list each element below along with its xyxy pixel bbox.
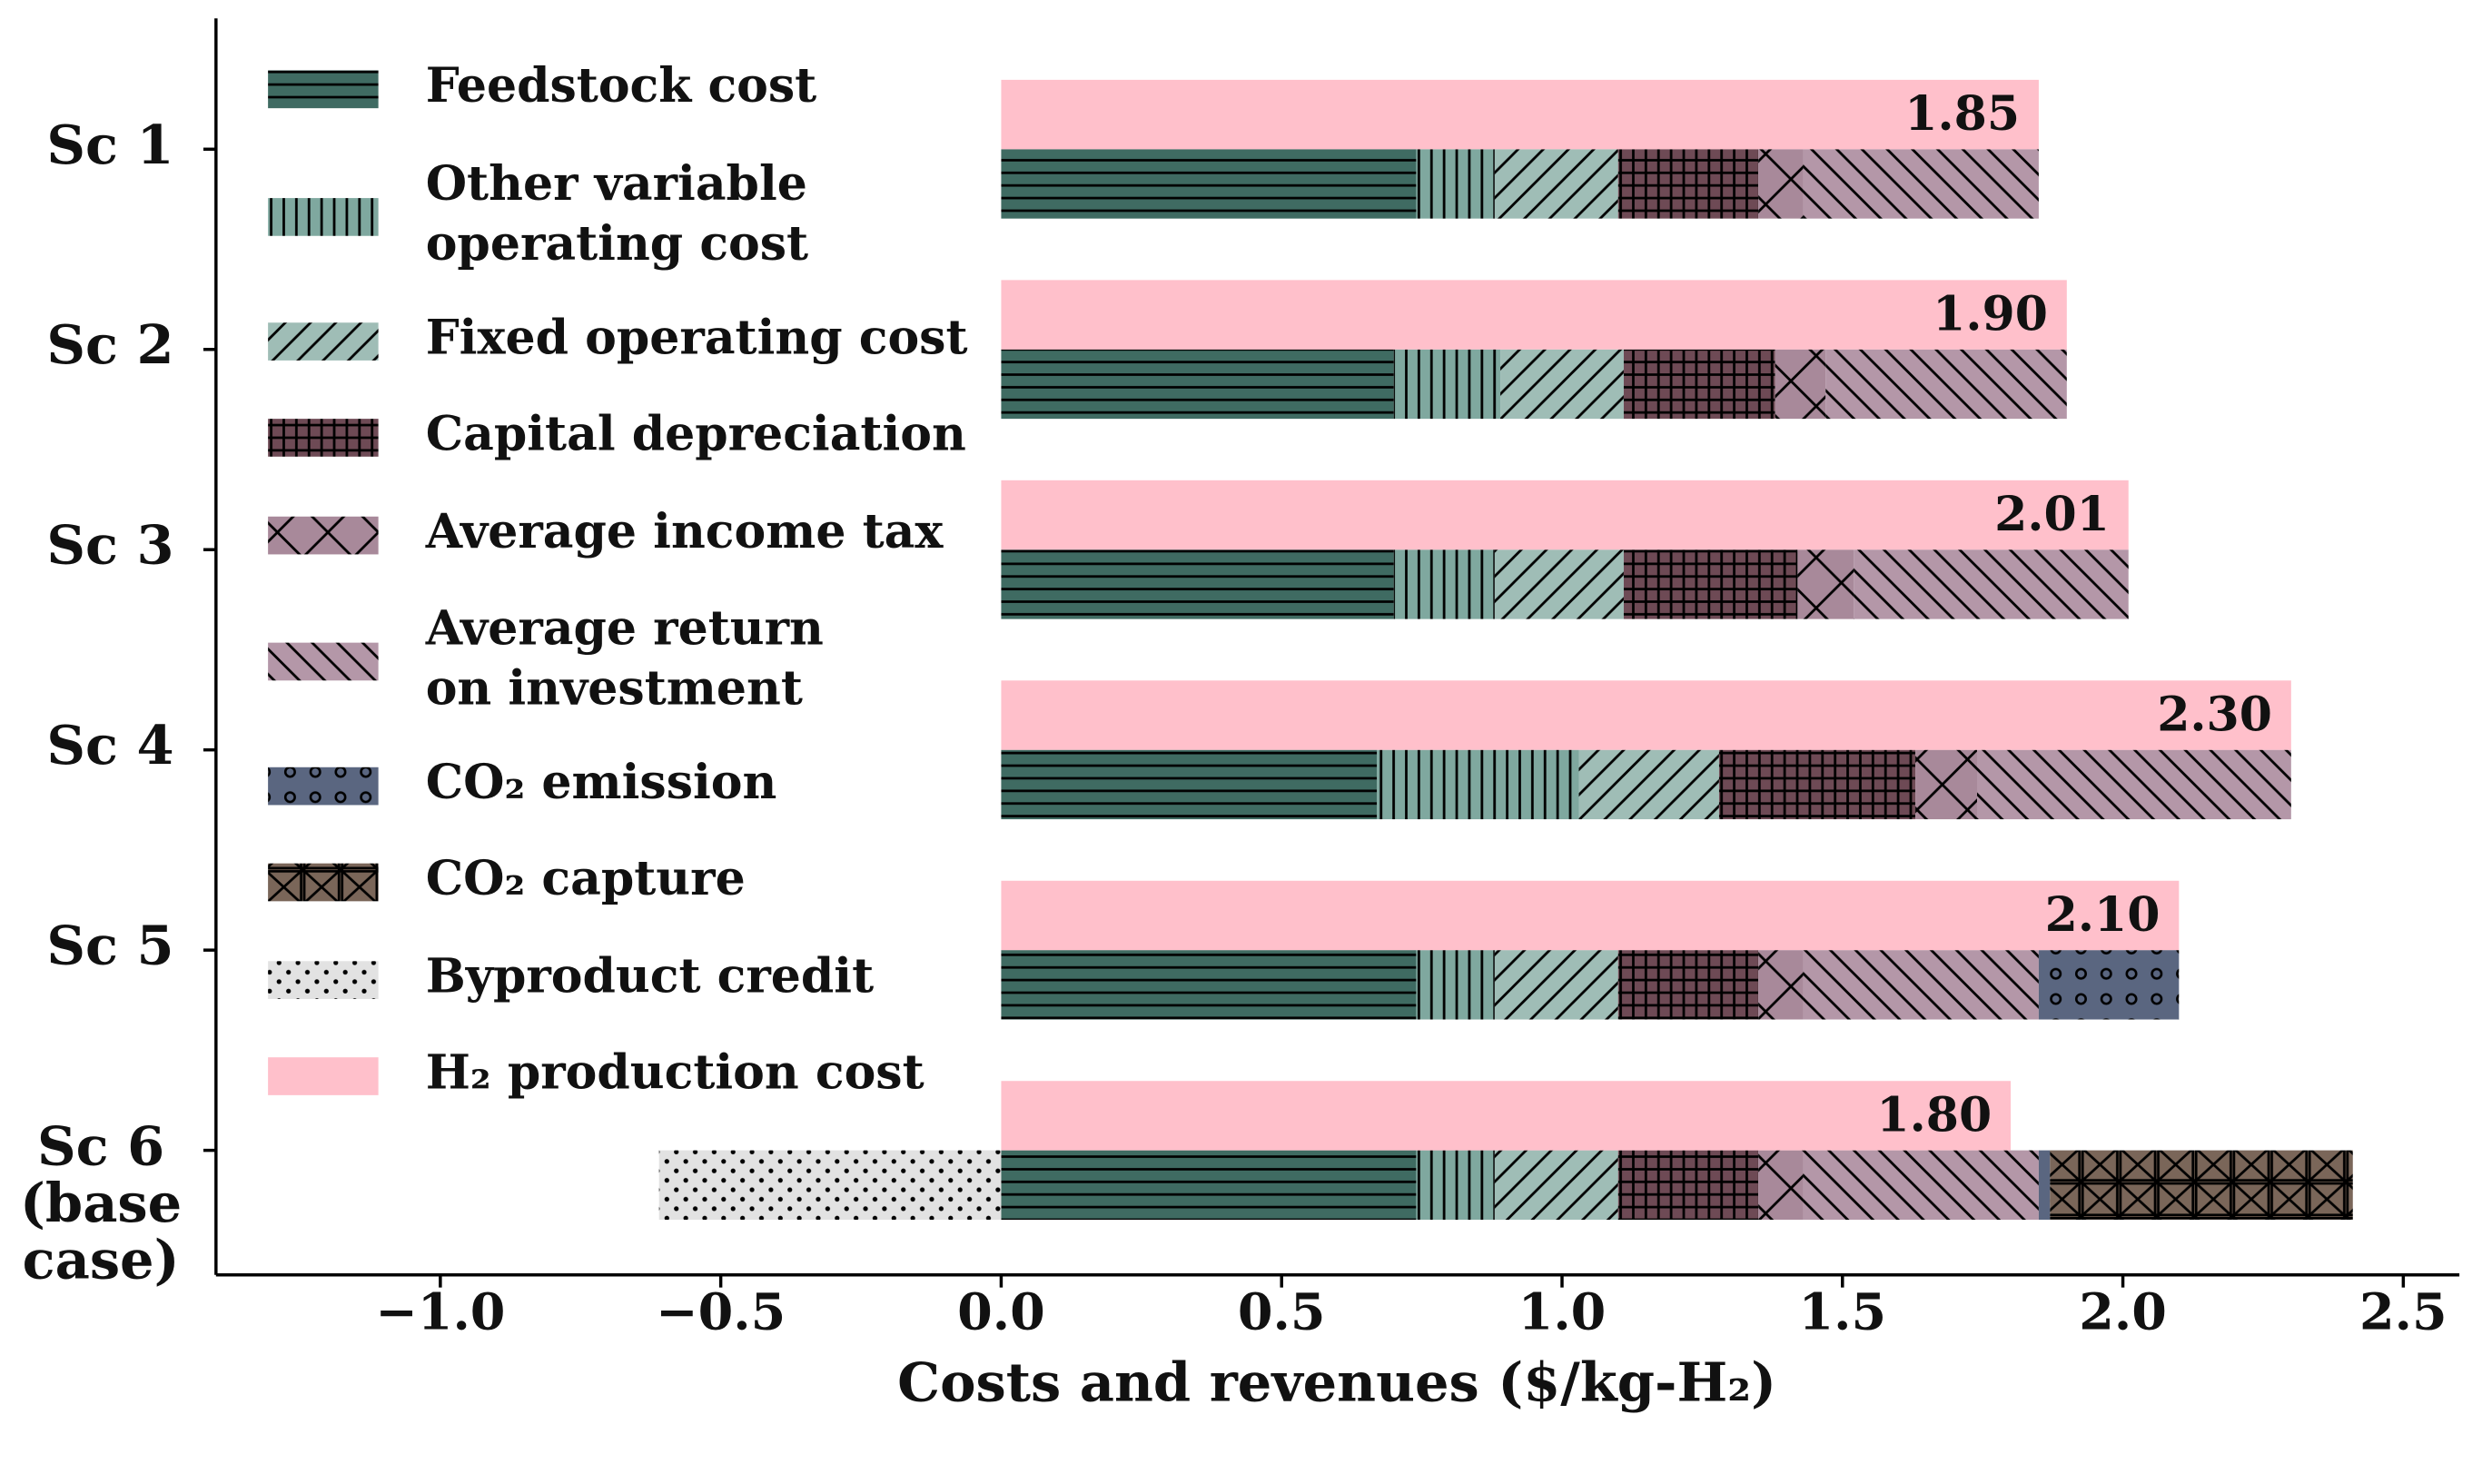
cost-bar bbox=[1775, 349, 1826, 420]
y-tick-label: Sc 2 bbox=[46, 313, 173, 376]
legend-swatch bbox=[268, 419, 379, 457]
x-tick-label: 1.0 bbox=[1518, 1283, 1607, 1342]
cost-bar bbox=[1393, 549, 1495, 619]
legend-label: Average return on investment bbox=[425, 600, 824, 716]
cost-bar bbox=[2050, 1150, 2353, 1220]
legend-swatch bbox=[268, 642, 379, 681]
cost-bar bbox=[2038, 1150, 2051, 1220]
cost-bar bbox=[1825, 349, 2067, 420]
legend-swatch bbox=[268, 767, 379, 806]
cost-bar bbox=[1500, 349, 1624, 420]
x-tick-label: −1.0 bbox=[375, 1283, 505, 1342]
cost-bar bbox=[1803, 950, 2039, 1020]
cost-bar bbox=[1617, 950, 1759, 1020]
cost-bar bbox=[1797, 549, 1854, 619]
legend-swatch bbox=[268, 961, 379, 999]
x-tick-label: 1.5 bbox=[1798, 1283, 1886, 1342]
cost-bar bbox=[1001, 349, 1394, 420]
cost-bar bbox=[1758, 1150, 1804, 1220]
y-tick-label: Sc 6 (base case) bbox=[20, 1114, 182, 1291]
cost-bar bbox=[1758, 149, 1804, 219]
value-label: 2.10 bbox=[2045, 887, 2161, 943]
cost-bar bbox=[1393, 349, 1501, 420]
total-bar bbox=[1001, 1081, 2012, 1151]
cost-bar bbox=[1617, 149, 1759, 219]
value-label: 1.85 bbox=[1904, 86, 2020, 142]
total-bar bbox=[1001, 79, 2039, 150]
legend-label: Other variable operating cost bbox=[426, 155, 808, 271]
cost-bar bbox=[1001, 549, 1394, 619]
cost-bar bbox=[1623, 349, 1775, 420]
cost-bar bbox=[1416, 950, 1495, 1020]
legend-label: Average income tax bbox=[425, 504, 944, 559]
x-tick-label: −0.5 bbox=[656, 1283, 786, 1342]
total-bar bbox=[1001, 480, 2129, 550]
legend-swatch bbox=[268, 516, 379, 555]
cost-bar bbox=[1416, 1150, 1495, 1220]
legend-label: CO₂ emission bbox=[426, 755, 777, 810]
cost-bar bbox=[1494, 1150, 1618, 1220]
cost-bar bbox=[1001, 149, 1417, 219]
cost-bar bbox=[1718, 749, 1916, 820]
cost-bar bbox=[1977, 749, 2291, 820]
value-label: 1.90 bbox=[1933, 287, 2048, 342]
cost-bar bbox=[1623, 549, 1798, 619]
cost-bar bbox=[1854, 549, 2129, 619]
x-tick-label: 2.0 bbox=[2079, 1283, 2167, 1342]
legend-swatch bbox=[268, 863, 379, 902]
cost-bar bbox=[1803, 1150, 2039, 1220]
y-tick-label: Sc 4 bbox=[46, 714, 173, 777]
legend-label: Byproduct credit bbox=[426, 949, 874, 1004]
cost-bar bbox=[1758, 950, 1804, 1020]
x-tick-label: 2.5 bbox=[2359, 1283, 2447, 1342]
legend-swatch bbox=[268, 322, 379, 361]
x-tick-label: 0.5 bbox=[1238, 1283, 1326, 1342]
y-tick-label: Sc 1 bbox=[46, 114, 173, 176]
cost-bar bbox=[1915, 749, 1978, 820]
legend-label: Fixed operating cost bbox=[426, 311, 968, 366]
cost-bar bbox=[2038, 950, 2180, 1020]
cost-bar bbox=[1001, 950, 1417, 1020]
cost-bar bbox=[1494, 950, 1618, 1020]
total-bar bbox=[1001, 680, 2291, 750]
legend-label: CO₂ capture bbox=[426, 851, 746, 906]
cost-bar bbox=[1377, 749, 1579, 820]
cost-bar bbox=[1001, 749, 1378, 820]
y-tick-label: Sc 5 bbox=[46, 915, 173, 977]
cost-bar bbox=[1494, 549, 1624, 619]
cost-bar bbox=[1617, 1150, 1759, 1220]
total-bar bbox=[1001, 880, 2180, 951]
value-label: 2.01 bbox=[1994, 487, 2110, 542]
cost-bar bbox=[658, 1150, 1002, 1220]
cost-bar bbox=[1001, 1150, 1417, 1220]
total-bar bbox=[1001, 280, 2067, 350]
y-tick-label: Sc 3 bbox=[46, 514, 173, 577]
x-axis-label: Costs and revenues ($/kg-H₂) bbox=[897, 1351, 1776, 1414]
cost-bar bbox=[1803, 149, 2039, 219]
legend-label: Feedstock cost bbox=[426, 58, 817, 114]
legend-label: H₂ production cost bbox=[426, 1045, 925, 1101]
legend-swatch bbox=[268, 198, 379, 236]
legend-swatch bbox=[268, 1057, 379, 1095]
cost-bar bbox=[1578, 749, 1719, 820]
cost-bar bbox=[1494, 149, 1618, 219]
legend-swatch bbox=[268, 70, 379, 109]
value-label: 2.30 bbox=[2157, 687, 2272, 742]
x-tick-label: 0.0 bbox=[957, 1283, 1045, 1342]
legend-label: Capital depreciation bbox=[426, 406, 966, 461]
value-label: 1.80 bbox=[1876, 1087, 1992, 1143]
cost-bar bbox=[1416, 149, 1495, 219]
